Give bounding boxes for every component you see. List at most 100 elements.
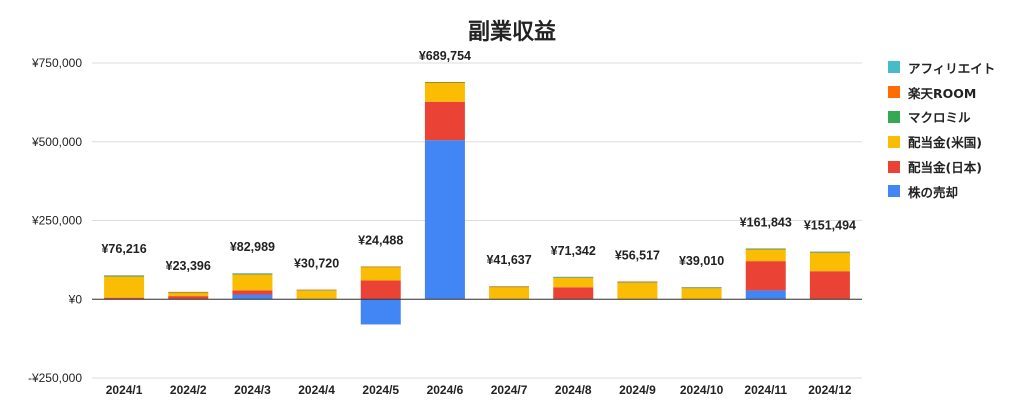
bar-segment [489, 287, 530, 300]
y-axis-tick-labels: ¥750,000 ¥500,000 ¥250,000 ¥0 -¥250,000 [28, 56, 82, 385]
bar-segment [360, 280, 401, 300]
bar-segment [296, 289, 337, 291]
bar-segment [553, 287, 594, 300]
total-data-label: ¥23,396 [166, 259, 211, 273]
bar-segment [424, 81, 465, 83]
bar-segment [745, 290, 786, 300]
bar-segment [617, 282, 658, 300]
bar-segment [168, 292, 209, 297]
total-data-label: ¥30,720 [294, 257, 339, 271]
bar-segment [168, 291, 209, 293]
legend-item: 楽天ROOM [888, 80, 1018, 105]
legend-item: マクロミル [888, 105, 1018, 130]
bar-segment [809, 252, 850, 253]
bar-segment [232, 274, 273, 291]
bar-segment [232, 290, 273, 295]
bar-segment [809, 252, 850, 272]
x-category-label: 2024/8 [555, 383, 592, 397]
legend-label: 楽天ROOM [908, 85, 977, 101]
legend-swatch [888, 135, 900, 148]
bar-segment [681, 287, 722, 289]
bar-segment [489, 286, 530, 287]
bar-segment [809, 271, 850, 300]
total-data-label: ¥71,342 [551, 244, 596, 258]
x-axis-category-labels: 2024/1 2024/2 2024/3 2024/4 2024/5 2024/6 2024… [106, 383, 852, 397]
bar-segment [296, 290, 337, 300]
legend-item: 配当金(日本) [888, 154, 1018, 179]
y-tick-label: ¥0 [68, 292, 83, 306]
legend-swatch [888, 110, 900, 123]
bar-segment [745, 261, 786, 291]
bar-segment [104, 297, 145, 300]
total-data-label: ¥76,216 [101, 242, 146, 256]
x-category-label: 2024/5 [362, 383, 399, 397]
bar-segment [232, 294, 273, 300]
total-data-label: ¥41,637 [486, 253, 531, 267]
legend-swatch [888, 86, 900, 99]
bar-segment [745, 249, 786, 250]
bar-segment [232, 273, 273, 274]
bar-segment [681, 288, 722, 300]
bar-segment [553, 277, 594, 278]
legend-swatch [888, 160, 900, 173]
bar-segment [232, 274, 273, 275]
chart-title: 副業収益 [467, 20, 556, 45]
bar-segment [424, 82, 465, 84]
y-tick-label: ¥500,000 [31, 135, 82, 149]
legend-label: 配当金(米国) [908, 135, 982, 151]
total-data-labels: ¥76,216 ¥23,396 ¥82,989 ¥30,720 ¥24,488 ¥689,… [101, 49, 856, 273]
bar-segment [360, 299, 401, 325]
legend-swatch [888, 61, 900, 74]
x-category-label: 2024/6 [427, 383, 464, 397]
legend-swatch [888, 185, 900, 198]
legend-label: アフィリエイト [908, 60, 996, 76]
y-tick-label: ¥250,000 [31, 214, 82, 228]
bar-segment [553, 276, 594, 278]
legend: アフィリエイト 楽天ROOM マクロミル配当金(米国) 配当金(日本) 株の売却 [888, 55, 1018, 204]
legend-label: 株の売却 [908, 184, 959, 200]
x-category-label: 2024/3 [234, 383, 271, 397]
bar-segment [617, 282, 658, 283]
bar-segment [681, 287, 722, 288]
x-category-label: 2024/4 [298, 383, 335, 397]
y-tick-label: ¥750,000 [31, 56, 82, 70]
x-category-label: 2024/7 [491, 383, 528, 397]
legend-item: 配当金(米国) [888, 129, 1018, 154]
bar-segment [553, 277, 594, 278]
bar-segment [617, 281, 658, 283]
x-category-label: 2024/9 [619, 383, 656, 397]
bar-segment [104, 275, 145, 276]
total-data-label: ¥689,754 [419, 49, 471, 63]
bar-segment [232, 273, 273, 275]
total-data-label: ¥56,517 [615, 248, 660, 262]
x-category-label: 2024/2 [170, 383, 207, 397]
bar-segment [360, 267, 401, 281]
x-category-label: 2024/10 [680, 383, 724, 397]
legend-item: 株の売却 [888, 179, 1018, 204]
bar-segment [553, 277, 594, 288]
bar-segment [168, 292, 209, 294]
legend-label: 配当金(日本) [908, 160, 982, 176]
bar-segment [360, 266, 401, 268]
x-category-label: 2024/11 [744, 383, 787, 397]
bar-segment [104, 275, 145, 277]
x-category-label: 2024/1 [106, 383, 143, 397]
y-tick-label: -¥250,000 [28, 371, 82, 385]
total-data-label: ¥82,989 [230, 240, 275, 254]
bar-segment [424, 82, 465, 102]
bar-segment [104, 275, 145, 277]
bar-segment [809, 252, 850, 253]
bar-segment [360, 266, 401, 267]
bar-segment [681, 286, 722, 288]
total-data-label: ¥39,010 [679, 254, 724, 268]
total-data-label: ¥161,843 [740, 215, 792, 229]
bar-segments [104, 81, 850, 325]
bar-segment [424, 101, 465, 141]
bar-segment [424, 140, 465, 300]
bar-segment [168, 296, 209, 300]
bar-segment [745, 248, 786, 250]
x-category-label: 2024/12 [808, 383, 852, 397]
bar-segment [745, 248, 786, 249]
legend-label: マクロミル [908, 110, 971, 126]
